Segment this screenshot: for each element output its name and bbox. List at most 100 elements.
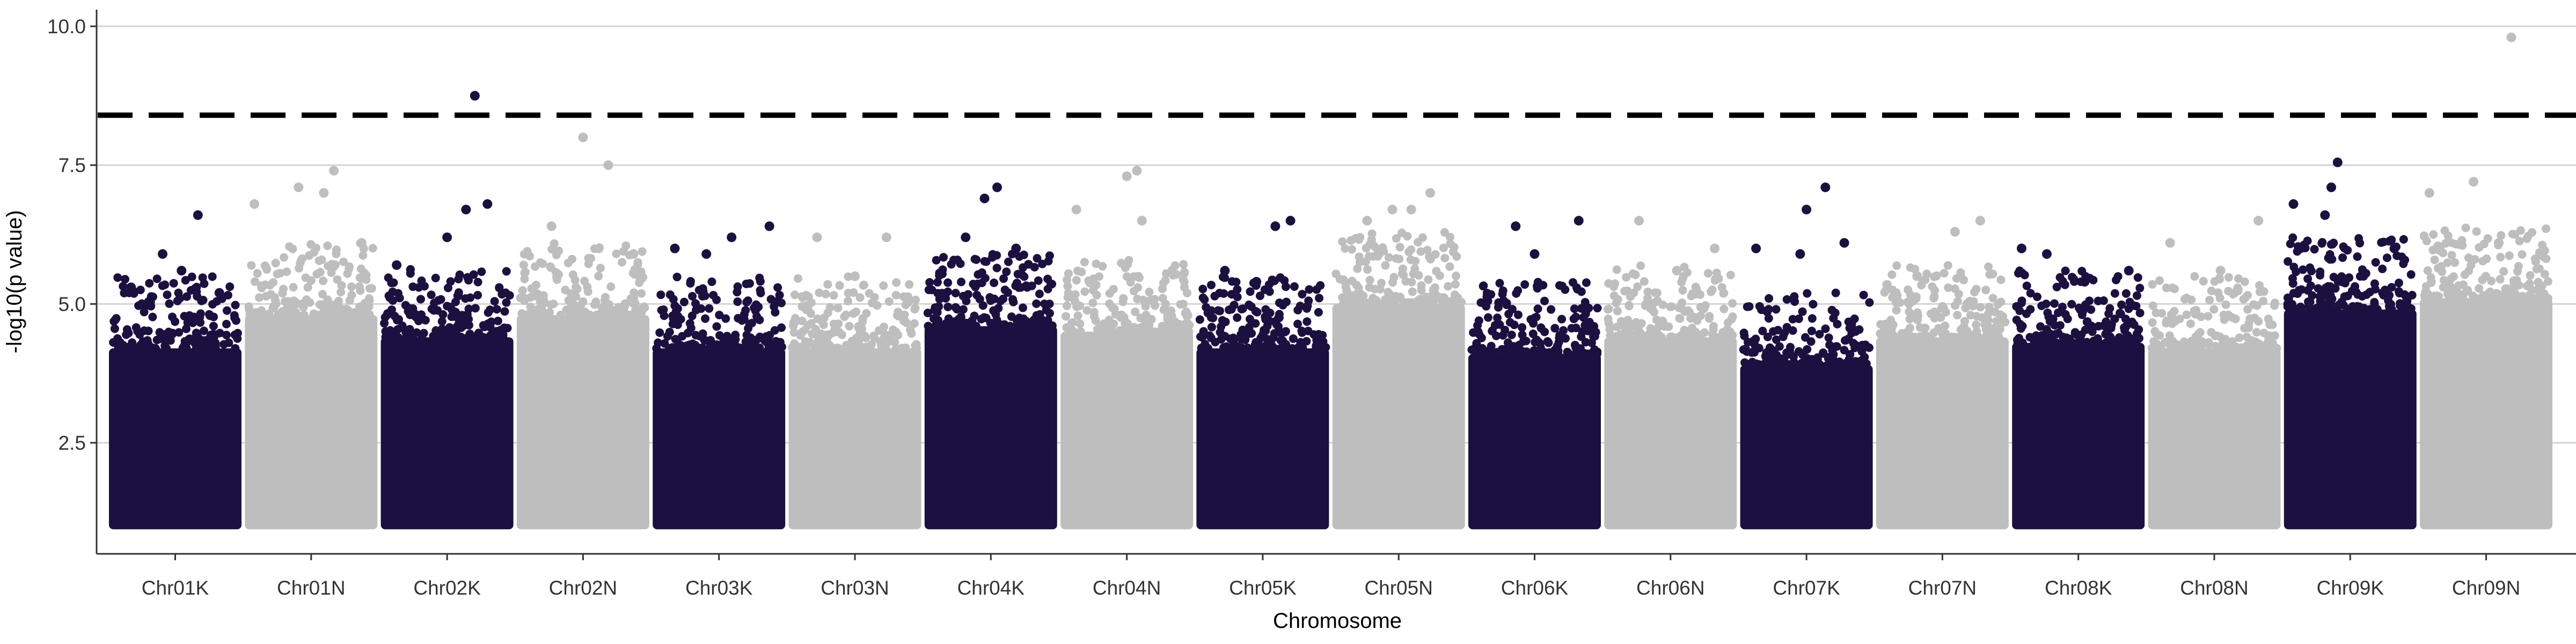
data-point (2543, 277, 2552, 286)
data-point (416, 295, 425, 304)
data-point (1473, 349, 1482, 358)
data-point (380, 313, 390, 322)
data-point (1062, 301, 1071, 310)
data-point (114, 342, 123, 352)
data-point (2171, 344, 2180, 353)
data-point (793, 274, 802, 283)
data-point (2460, 270, 2469, 279)
data-point (163, 290, 172, 299)
data-point (1346, 236, 1356, 245)
data-point (2047, 316, 2056, 325)
data-point (299, 311, 309, 320)
data-point (2420, 232, 2429, 241)
data-point (2099, 321, 2108, 330)
data-point (823, 280, 832, 289)
data-point (181, 276, 190, 285)
data-point (185, 334, 194, 343)
data-point (484, 308, 493, 317)
data-point (2129, 320, 2139, 329)
data-point (760, 336, 770, 345)
data-point (500, 307, 509, 316)
data-point (247, 261, 256, 270)
peak-point (881, 232, 891, 243)
data-point (1905, 307, 1914, 316)
data-point (2231, 314, 2240, 324)
data-point (2303, 236, 2312, 245)
point-cluster (380, 337, 514, 530)
data-point (777, 323, 786, 332)
data-point (1180, 283, 1189, 292)
data-point (924, 286, 933, 295)
data-point (594, 272, 603, 281)
data-point (986, 318, 995, 327)
data-point (1806, 337, 1816, 346)
data-point (414, 316, 423, 325)
data-point (2215, 294, 2224, 303)
data-point (1392, 234, 1401, 243)
data-point (1685, 333, 1694, 342)
data-point (2053, 308, 2062, 317)
data-point (1498, 286, 1507, 295)
data-point (1623, 287, 1632, 296)
data-point (2358, 269, 2367, 279)
data-point (743, 296, 752, 305)
data-point (1207, 323, 1216, 332)
data-point (2243, 305, 2252, 314)
x-tick-label: Chr08K (2045, 577, 2112, 599)
data-point (975, 295, 984, 304)
data-point (1881, 286, 1890, 295)
data-point (437, 317, 447, 326)
data-point (1296, 338, 1305, 347)
data-point (1855, 325, 1864, 334)
data-point (801, 337, 810, 346)
data-point (393, 325, 402, 334)
x-tick-label: Chr05K (1229, 577, 1297, 599)
data-point (2502, 292, 2512, 302)
data-point (1947, 332, 1956, 341)
data-point (932, 255, 941, 265)
data-point (1983, 333, 1992, 342)
data-point (676, 314, 685, 324)
data-point (271, 259, 280, 268)
data-point (1678, 298, 1687, 308)
data-point (1728, 312, 1737, 321)
data-point (1277, 328, 1286, 338)
data-point (1847, 319, 1856, 328)
data-point (1476, 298, 1485, 307)
data-point (1920, 325, 1929, 334)
data-point (1803, 289, 1812, 298)
data-point (421, 316, 430, 325)
data-point (333, 275, 342, 284)
data-point (811, 343, 820, 353)
data-point (1570, 304, 1579, 313)
data-point (1251, 306, 1260, 316)
data-point (2194, 329, 2203, 338)
data-point (1571, 349, 1580, 358)
data-point (2420, 293, 2429, 302)
data-point (2531, 257, 2540, 266)
data-point (280, 253, 289, 262)
data-point (1136, 323, 1145, 332)
x-tick-label: Chr06K (1501, 577, 1569, 599)
data-point (1348, 276, 1357, 286)
data-point (347, 290, 356, 299)
data-point (2192, 306, 2201, 315)
data-point (603, 302, 612, 311)
data-point (2433, 264, 2442, 273)
data-point (196, 318, 205, 327)
point-cluster (653, 348, 786, 530)
data-point (1981, 325, 1990, 334)
data-point (2022, 281, 2031, 290)
data-point (1274, 322, 1283, 331)
data-point (2432, 293, 2441, 302)
data-point (406, 269, 415, 278)
data-point (1637, 319, 1646, 328)
data-point (2135, 283, 2145, 292)
data-point (182, 292, 192, 301)
data-point (209, 321, 218, 331)
data-point (1254, 343, 1263, 353)
data-point (120, 289, 129, 298)
data-point (994, 304, 1003, 313)
data-point (2497, 231, 2506, 240)
data-point (2234, 274, 2243, 283)
